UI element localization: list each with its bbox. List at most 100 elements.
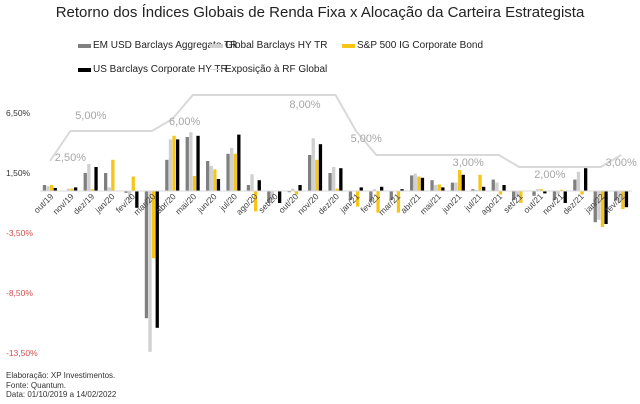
bar-global-barclays-hy-tr — [597, 191, 601, 220]
bar-us-barclays-corporate-hy-tr — [461, 174, 465, 191]
legend-swatch — [342, 43, 355, 48]
bar-em-usd-barclays-aggregate-tr — [287, 191, 291, 193]
exposure-data-label: 5,00% — [351, 133, 382, 145]
legend-swatch — [210, 43, 223, 48]
y-tick-label: -3,50% — [6, 228, 33, 238]
legend-item-exposicao: Exposição à RF Global — [210, 64, 327, 75]
legend-label: US Barclays Corporate HY TR — [93, 64, 228, 75]
bar-us-barclays-corporate-hy-tr — [380, 186, 384, 191]
bar-us-barclays-corporate-hy-tr — [74, 187, 78, 191]
bar-global-barclays-hy-tr — [515, 191, 519, 197]
bar-em-usd-barclays-aggregate-tr — [104, 173, 108, 191]
bar-em-usd-barclays-aggregate-tr — [185, 137, 189, 191]
bar-global-barclays-hy-tr — [413, 173, 417, 191]
bar-us-barclays-corporate-hy-tr — [604, 191, 608, 224]
chart-footer: Elaboração: XP Investimentos. Fonte: Qua… — [6, 371, 116, 400]
bar-us-barclays-corporate-hy-tr — [318, 144, 323, 191]
x-tick-label: jan/20 — [92, 191, 116, 215]
bar-em-usd-barclays-aggregate-tr — [165, 159, 169, 191]
bar-us-barclays-corporate-hy-tr — [584, 168, 588, 191]
bar-em-usd-barclays-aggregate-tr — [614, 191, 618, 201]
bar-em-usd-barclays-aggregate-tr — [552, 191, 557, 200]
legend-swatch — [78, 67, 91, 72]
bar-s-p-500-ig-corporate-bond — [621, 191, 625, 209]
bar-global-barclays-hy-tr — [372, 189, 377, 191]
bar-em-usd-barclays-aggregate-tr — [491, 179, 495, 191]
legend-item-global-hy: Global Barclays HY TR — [210, 40, 327, 51]
exposure-data-label: 2,50% — [55, 152, 86, 164]
bar-s-p-500-ig-corporate-bond — [172, 135, 176, 191]
footer-date-range: Data: 01/10/2019 a 14/02/2022 — [6, 390, 117, 399]
bar-us-barclays-corporate-hy-tr — [278, 191, 282, 203]
legend-label: S&P 500 IG Corporate Bond — [357, 40, 484, 51]
legend-item-us-corp-hy: US Barclays Corporate HY TR — [78, 64, 228, 75]
bar-em-usd-barclays-aggregate-tr — [593, 191, 597, 223]
bar-global-barclays-hy-tr — [270, 191, 275, 200]
bar-s-p-500-ig-corporate-bond — [560, 189, 564, 191]
bar-s-p-500-ig-corporate-bond — [131, 176, 135, 191]
bar-global-barclays-hy-tr — [87, 164, 91, 191]
bar-global-barclays-hy-tr — [107, 187, 111, 191]
bar-em-usd-barclays-aggregate-tr — [267, 191, 271, 203]
bar-global-barclays-hy-tr — [495, 182, 499, 191]
bar-global-barclays-hy-tr — [189, 132, 193, 191]
footer-source: Fonte: Quantum. — [6, 380, 67, 390]
bar-em-usd-barclays-aggregate-tr — [144, 191, 149, 319]
bar-em-usd-barclays-aggregate-tr — [389, 191, 393, 200]
exposure-line — [49, 94, 622, 168]
legend-item-sp500-ig: S&P 500 IG Corporate Bond — [342, 40, 483, 51]
bar-s-p-500-ig-corporate-bond — [580, 191, 584, 195]
bar-em-usd-barclays-aggregate-tr — [206, 161, 210, 191]
bar-global-barclays-hy-tr — [474, 189, 479, 191]
bar-us-barclays-corporate-hy-tr — [257, 180, 261, 191]
bar-s-p-500-ig-corporate-bond — [90, 189, 95, 191]
bar-global-barclays-hy-tr — [230, 147, 234, 191]
bar-us-barclays-corporate-hy-tr — [624, 191, 629, 208]
bar-us-barclays-corporate-hy-tr — [176, 139, 180, 191]
exposure-data-label: 6,00% — [169, 116, 200, 128]
bar-s-p-500-ig-corporate-bond — [417, 176, 421, 191]
bar-global-barclays-hy-tr — [128, 191, 132, 200]
bar-em-usd-barclays-aggregate-tr — [246, 185, 251, 191]
bar-s-p-500-ig-corporate-bond — [396, 191, 401, 213]
exposure-data-label: 5,00% — [75, 110, 106, 122]
bar-global-barclays-hy-tr — [311, 138, 315, 191]
y-tick-label: 1,50% — [6, 168, 31, 178]
bar-em-usd-barclays-aggregate-tr — [450, 182, 455, 191]
bar-em-usd-barclays-aggregate-tr — [328, 173, 332, 191]
x-tick-label: nov/20 — [295, 191, 320, 216]
bar-s-p-500-ig-corporate-bond — [152, 191, 156, 259]
bar-us-barclays-corporate-hy-tr — [298, 185, 302, 191]
bar-s-p-500-ig-corporate-bond — [233, 153, 237, 191]
legend-item-em-usd: EM USD Barclays Aggregate TR — [78, 40, 237, 51]
bar-global-barclays-hy-tr — [617, 191, 621, 203]
bar-s-p-500-ig-corporate-bond — [213, 169, 217, 191]
bar-em-usd-barclays-aggregate-tr — [369, 191, 373, 202]
bar-s-p-500-ig-corporate-bond — [356, 191, 360, 207]
bar-us-barclays-corporate-hy-tr — [237, 134, 241, 191]
exposure-data-label: 3,00% — [606, 157, 637, 169]
bar-global-barclays-hy-tr — [536, 189, 540, 191]
chart-title: Retorno dos Índices Globais de Renda Fix… — [55, 4, 585, 21]
legend-label: Global Barclays HY TR — [225, 40, 328, 51]
bar-global-barclays-hy-tr — [434, 185, 438, 191]
bar-s-p-500-ig-corporate-bond — [458, 170, 462, 191]
footer-source-elaboration: Elaboração: XP Investimentos. — [6, 371, 116, 380]
bar-us-barclays-corporate-hy-tr — [563, 191, 567, 203]
bar-us-barclays-corporate-hy-tr — [53, 188, 57, 191]
x-tick-label: dez/20 — [316, 191, 341, 216]
bar-global-barclays-hy-tr — [454, 182, 458, 191]
bar-global-barclays-hy-tr — [576, 171, 581, 191]
bar-us-barclays-corporate-hy-tr — [441, 187, 445, 191]
bar-em-usd-barclays-aggregate-tr — [42, 185, 47, 191]
bar-s-p-500-ig-corporate-bond — [50, 185, 54, 191]
bar-us-barclays-corporate-hy-tr — [135, 191, 139, 208]
bar-em-usd-barclays-aggregate-tr — [226, 153, 230, 191]
bar-global-barclays-hy-tr — [209, 165, 213, 191]
bar-em-usd-barclays-aggregate-tr — [430, 180, 434, 191]
bar-em-usd-barclays-aggregate-tr — [471, 189, 475, 191]
bar-s-p-500-ig-corporate-bond — [111, 159, 115, 191]
bar-s-p-500-ig-corporate-bond — [519, 191, 523, 203]
bar-em-usd-barclays-aggregate-tr — [512, 191, 516, 200]
bar-us-barclays-corporate-hy-tr — [94, 167, 98, 191]
